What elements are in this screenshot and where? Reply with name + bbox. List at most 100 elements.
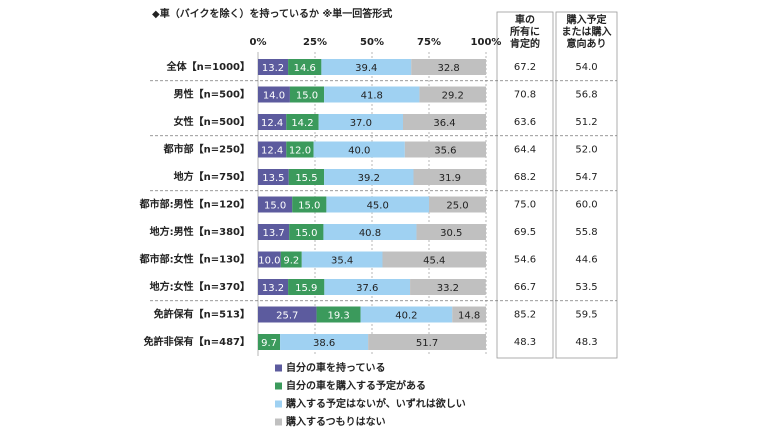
column-value: 64.4 [514, 145, 536, 156]
data-label: 13.5 [262, 173, 284, 184]
column-header: 購入予定 [566, 13, 607, 26]
data-label: 15.0 [296, 91, 318, 102]
data-label: 14.2 [291, 118, 313, 129]
legend-label: 購入するつもりはない [285, 415, 386, 428]
x-tick-label: 100% [471, 37, 502, 48]
x-tick-label: 0% [250, 37, 267, 48]
column-value: 68.2 [514, 172, 536, 183]
data-label: 40.0 [348, 146, 370, 157]
bar-segment [324, 279, 411, 295]
legend-swatch [275, 364, 282, 372]
legend-label: 自分の車を持っている [286, 361, 386, 374]
column-value: 67.2 [514, 62, 536, 73]
bar-segment [382, 251, 486, 268]
data-label: 10.0 [258, 256, 280, 267]
x-tick-label: 50% [360, 37, 384, 48]
bar-segment [360, 306, 453, 323]
column-header: 肯定的 [510, 37, 540, 50]
bar-segment [323, 224, 417, 240]
column-value: 54.6 [514, 255, 536, 266]
column-value: 54.7 [575, 172, 597, 183]
column-box [555, 11, 618, 359]
bar-segment [258, 141, 287, 158]
column-header: 所有に [510, 25, 540, 38]
bar-segment [292, 196, 327, 213]
chart-title: ◆車（バイクを除く）を持っているか ※単一回答形式 [152, 7, 392, 20]
data-label: 37.0 [350, 118, 372, 129]
bar-segment [258, 279, 289, 295]
bar-segment [313, 141, 405, 158]
column-value: 55.8 [575, 227, 597, 238]
data-label: 36.4 [433, 118, 455, 129]
bar-segment [258, 86, 290, 103]
data-label: 25.0 [446, 201, 468, 212]
bar-segment [368, 334, 486, 350]
bar-segment [413, 169, 487, 185]
y-tick-label: 都市部:男性【n=120】 [139, 198, 250, 211]
column-value: 52.0 [575, 145, 597, 156]
x-tick-label: 25% [303, 37, 327, 48]
data-label: 13.7 [262, 228, 284, 239]
data-label: 14.0 [263, 91, 285, 102]
y-tick-label: 都市部【n=250】 [163, 143, 250, 156]
column-value: 51.2 [575, 117, 597, 128]
data-label: 9.2 [283, 256, 299, 267]
data-label: 40.8 [359, 228, 381, 239]
bar-segment [258, 169, 289, 185]
data-label: 41.8 [361, 91, 383, 102]
bar-segment [288, 169, 325, 185]
data-label: 35.4 [331, 256, 353, 267]
legend-swatch [275, 382, 282, 390]
column-value: 69.5 [514, 227, 536, 238]
column-value: 48.3 [575, 337, 597, 348]
column-header: または購入 [562, 25, 612, 38]
data-label: 45.0 [367, 201, 389, 212]
data-label: 12.0 [289, 146, 311, 157]
bar-segment [258, 114, 287, 130]
column-value: 44.6 [575, 255, 597, 266]
bar-segment [452, 306, 486, 323]
bar-segment [404, 141, 486, 158]
bar-segment [258, 334, 281, 350]
data-label: 39.4 [355, 63, 377, 74]
bar-segment [286, 141, 314, 158]
x-tick-label: 75% [417, 37, 441, 48]
bar-segment [419, 86, 486, 103]
column-header: 車の [515, 13, 535, 26]
bar-segment [258, 251, 281, 268]
bar-segment [403, 114, 486, 130]
bar-segment [316, 306, 361, 323]
data-label: 15.9 [295, 283, 317, 294]
column-value: 70.8 [514, 90, 536, 101]
bar-segment [258, 306, 317, 323]
bar-segment [280, 334, 369, 350]
column-value: 59.5 [575, 310, 597, 321]
column-value: 75.0 [514, 200, 536, 211]
bar-segment [288, 279, 325, 295]
y-tick-label: 女性【n=500】 [174, 115, 250, 128]
column-header: 意向あり [567, 37, 607, 50]
column-value: 56.8 [575, 90, 597, 101]
y-tick-label: 都市部:女性【n=130】 [139, 253, 250, 266]
bar-segment [258, 224, 290, 240]
column-value: 60.0 [575, 200, 597, 211]
data-label: 15.0 [264, 201, 286, 212]
data-label: 15.0 [298, 201, 320, 212]
y-tick-label: 全体【n=1000】 [166, 60, 250, 73]
y-tick-label: 免許保有【n=513】 [154, 308, 250, 321]
bar-segment [280, 251, 302, 268]
data-label: 19.3 [327, 311, 349, 322]
bar-segment [429, 196, 486, 213]
bar-segment [324, 169, 414, 185]
data-label: 15.0 [295, 228, 317, 239]
bar-segment [324, 86, 420, 103]
legend-swatch [275, 400, 282, 408]
data-label: 12.4 [261, 146, 283, 157]
column-box [496, 11, 554, 359]
data-label: 38.6 [313, 338, 335, 349]
y-tick-label: 地方:男性【n=380】 [150, 225, 250, 238]
bar-segment [288, 59, 322, 75]
legend-label: 自分の車を購入する予定がある [286, 379, 426, 392]
data-label: 37.6 [356, 283, 378, 294]
